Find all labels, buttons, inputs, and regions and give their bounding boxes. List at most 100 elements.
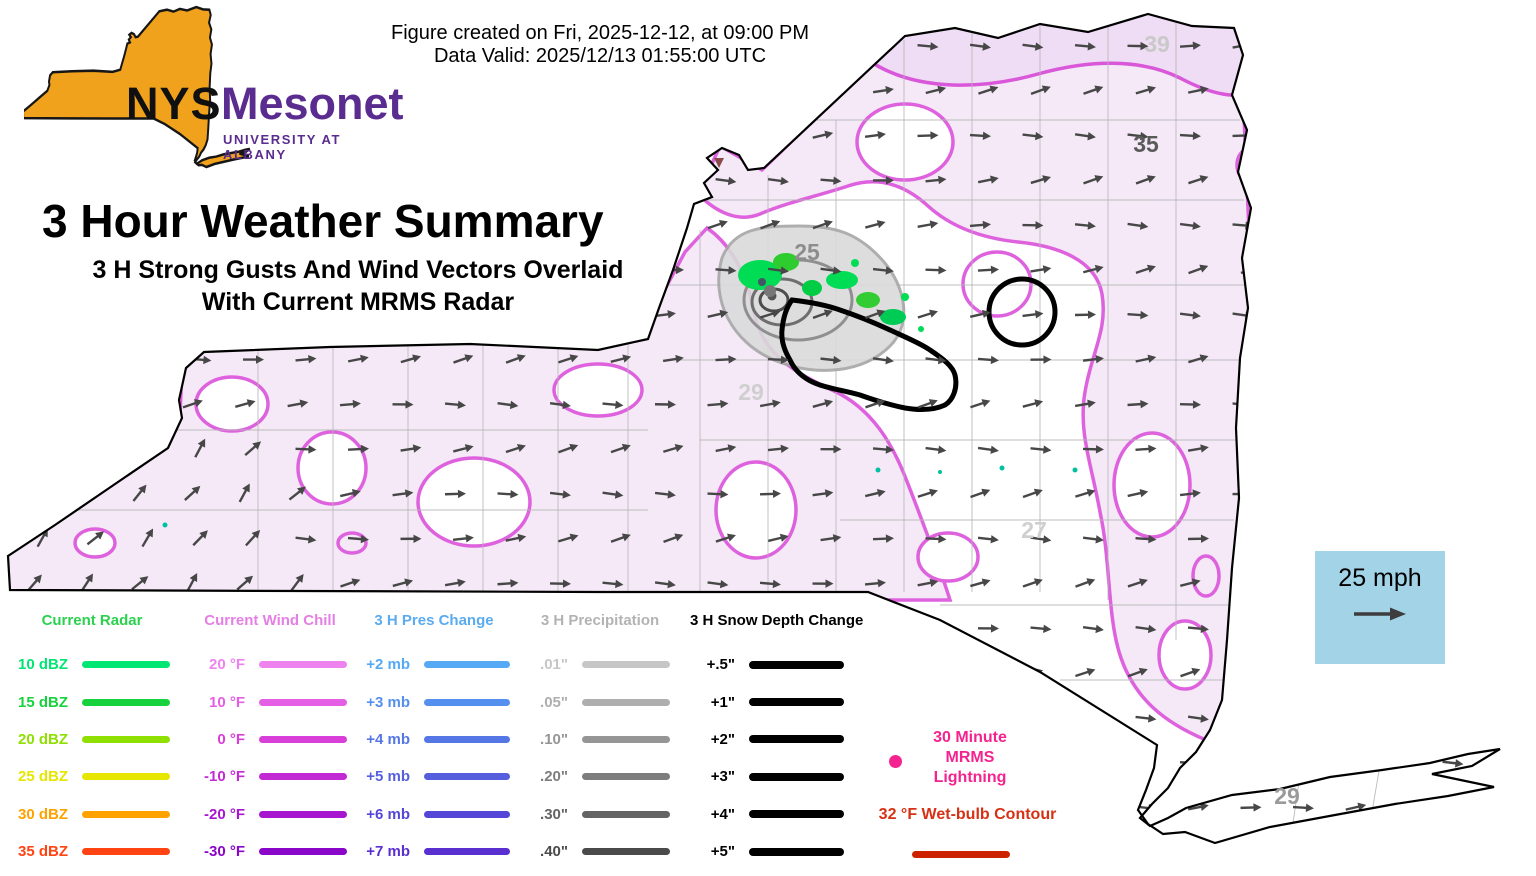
wind-arrow [339,489,361,498]
wind-arrow [1240,86,1262,95]
wind-arrow [505,175,527,184]
legend-item-line [749,660,844,669]
legend-item-line [82,661,170,669]
legend-item-line [424,735,510,743]
wind-arrow [917,220,939,229]
wind-arrow [1442,579,1464,589]
legend-item: +.5" [690,646,890,683]
wind-arrow [610,176,632,185]
wind-scale-box: 25 mph [1315,551,1445,664]
wind-arrow [1188,175,1209,185]
wind-arrow [141,528,154,548]
wind-arrow [1293,264,1314,274]
legend-column-precipitation: 3 H Precipitation .01" .05" .10" .20" .30" .40… [526,612,674,870]
legend-column-radar: Current Radar 10 dBZ 15 dBZ 20 dBZ 25 dBZ 30 … [6,612,178,870]
wind-arrow [1450,176,1472,186]
legend-item-line [749,847,844,856]
wind-arrow [864,130,886,140]
legend-item-label: .20" [540,768,568,786]
wind-arrow [1450,444,1472,453]
wind-arrow [1075,667,1096,678]
wind-arrow [32,176,54,185]
legend-item-label: 0 °F [217,730,245,748]
wind-arrow [1494,492,1500,496]
wind-arrow [820,355,842,365]
wind-arrow [969,42,991,51]
wind-arrow [1495,222,1500,230]
wind-arrow [1187,624,1209,633]
wind-arrow [1337,40,1358,51]
wind-arrow [347,534,369,544]
wind-arrow [977,624,999,633]
wind-arrow [917,131,939,140]
wind-arrow [1284,130,1306,140]
wind-arrow [194,438,206,458]
wind-arrow [759,579,781,589]
wind-arrow [1030,175,1052,185]
wind-arrow [400,444,422,453]
wind-arrow [392,489,414,498]
wind-arrow [1187,534,1209,543]
wind-arrow [663,533,684,543]
legend-item: .10" [526,721,674,758]
wind-arrow [1345,802,1367,811]
wind-arrow [1293,443,1314,454]
wind-arrow [1284,311,1306,320]
wind-arrow [1503,265,1525,275]
wind-arrow [715,533,736,543]
legend-item-label: 25 dBZ [17,768,68,786]
contour-label: 25 [794,239,820,265]
wind-arrow [865,309,886,319]
wind-arrow [1030,85,1051,95]
wind-arrow [80,573,94,592]
wind-arrow [1082,624,1104,634]
wind-arrow [1075,488,1096,498]
legend-item-label: 10 dBZ [17,656,68,674]
legend-item-line [582,661,670,669]
wind-arrow [1188,354,1209,364]
wind-arrow [1187,714,1209,723]
legend-item-label: .10" [540,730,568,748]
wind-arrow [767,444,789,453]
wind-arrow [27,574,42,592]
wind-arrow [1232,757,1254,766]
wind-arrow [977,713,999,722]
wind-arrow [872,176,894,185]
wind-arrow [1494,670,1500,676]
wind-arrow [812,489,834,498]
wind-arrow [1082,264,1104,274]
wind-arrow [1292,86,1314,95]
wind-arrow [1389,220,1411,229]
wind-arrow [444,400,466,409]
wind-arrow [244,441,262,457]
wind-arrow [505,86,527,95]
wind-arrow [1397,265,1419,274]
wind-arrow [1502,801,1524,813]
wind-arrow [925,712,947,722]
wind-arrow [557,86,579,96]
wind-arrow [77,399,98,409]
wind-arrow [1187,802,1209,811]
legend-item: .05" [526,683,674,720]
wind-arrow [1022,578,1043,588]
wind-arrow [654,310,676,319]
legend-item-label: -20 °F [203,805,245,823]
wind-arrow [235,399,256,408]
legend-item: .30" [526,796,674,833]
wind-arrow [1345,86,1367,96]
wind-arrow [1284,400,1306,410]
wind-arrow [1284,579,1306,588]
wind-arrow [400,534,422,543]
wind-arrow [1337,220,1359,230]
legend-item: +6 mb [358,796,510,833]
wind-arrow [1389,668,1411,678]
wind-arrow [497,579,519,588]
legend-item-line [749,810,844,819]
wind-arrow [1442,310,1464,319]
wind-arrow [1442,669,1464,678]
wind-arrow [1127,310,1149,320]
wind-arrow [969,309,991,319]
wind-arrow [242,355,264,364]
legend-item: -20 °F [190,796,350,833]
lightning-line-2: MRMS [945,749,995,766]
